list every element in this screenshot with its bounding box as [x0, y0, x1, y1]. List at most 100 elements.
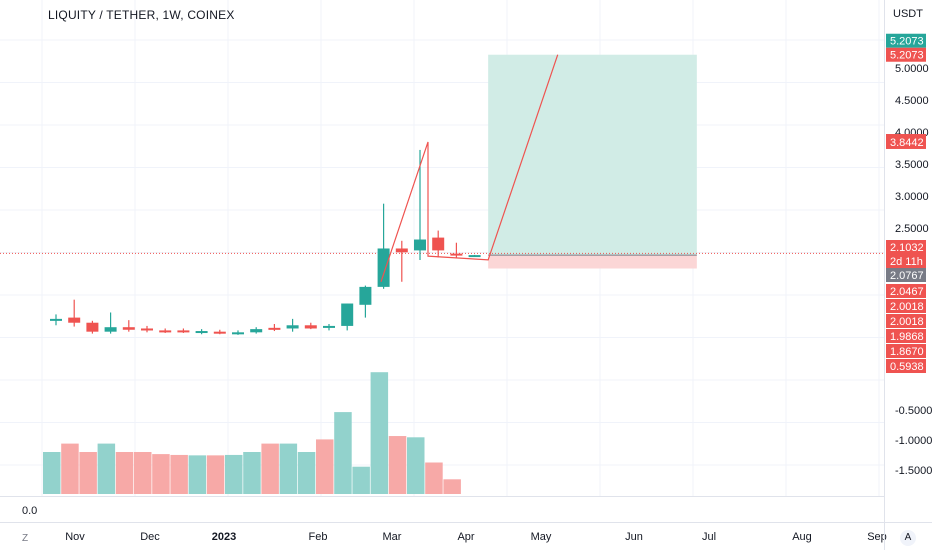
price-tick-label: -1.0000 — [895, 435, 932, 447]
volume-bar — [206, 455, 225, 494]
volume-bar — [425, 462, 443, 494]
volume-bar — [297, 452, 316, 494]
price-tag — [886, 299, 926, 313]
time-tick-label: Aug — [792, 531, 812, 543]
price-tag-label: 0.5938 — [890, 361, 924, 373]
time-tick-label: Dec — [140, 531, 160, 543]
time-tick-label: Feb — [309, 531, 328, 543]
candle-body — [159, 330, 172, 333]
stop-zone — [488, 255, 697, 269]
candle-body — [286, 325, 299, 329]
long-position-tool[interactable] — [0, 54, 884, 269]
volume-bar — [188, 455, 207, 494]
price-tag — [886, 254, 926, 268]
auto-scale-icon[interactable]: A — [900, 530, 916, 546]
volume-bar — [388, 436, 407, 494]
volume-bar — [61, 443, 79, 494]
price-tag — [886, 284, 926, 298]
candle-body — [86, 322, 99, 332]
volume-bar — [134, 452, 152, 494]
time-axis-divider — [0, 522, 932, 523]
candle-body — [414, 239, 426, 251]
price-tag — [886, 359, 926, 373]
candle-body — [250, 329, 263, 333]
candle-body — [232, 332, 244, 335]
candle-body — [432, 237, 445, 251]
candle-body — [104, 327, 117, 332]
pattern-drawing[interactable] — [380, 54, 559, 282]
volume-bars — [43, 372, 461, 494]
time-tick-label: Jun — [625, 531, 643, 543]
volume-bar — [370, 372, 389, 494]
price-tag-label: 5.2073 — [890, 50, 924, 62]
price-tag-label: 1.9868 — [890, 331, 924, 343]
time-tick-label: Nov — [65, 531, 85, 543]
pattern-polyline — [380, 54, 559, 282]
candle-body — [50, 318, 62, 321]
price-tag — [886, 268, 926, 282]
price-tick-label: 2.5000 — [895, 223, 929, 235]
candle-body — [450, 253, 463, 256]
candle-body — [195, 331, 208, 334]
price-tag-label: 2.1032 — [890, 242, 924, 254]
volume-bar — [316, 439, 334, 494]
time-tick-label: Jul — [702, 531, 716, 543]
price-tick-label: -1.5000 — [895, 465, 932, 477]
volume-bar — [170, 454, 188, 494]
price-tag-label: 2.0467 — [890, 286, 924, 298]
candle-body — [468, 255, 481, 258]
volume-bar — [261, 443, 279, 494]
price-tick-label: 3.0000 — [895, 191, 929, 203]
candle-body — [323, 325, 335, 328]
price-tag — [886, 134, 926, 149]
volume-pane-divider — [0, 496, 884, 497]
price-tag — [886, 47, 926, 62]
price-tick-label: 4.5000 — [895, 95, 929, 107]
price-tag-label: 2d 11h — [890, 256, 923, 268]
time-tick-label: Mar — [383, 531, 402, 543]
candle-body — [268, 327, 281, 330]
price-tag-label: 2.0018 — [890, 301, 924, 313]
price-tag-label: 3.8442 — [890, 137, 924, 149]
volume-bar — [97, 443, 116, 494]
volume-bar — [152, 454, 170, 494]
candle-body — [395, 248, 408, 253]
price-tag — [886, 344, 926, 358]
price-axis[interactable]: 5.00004.50004.00003.50003.00002.5000-0.5… — [895, 63, 932, 477]
price-tick-label: 3.5000 — [895, 159, 929, 171]
volume-bar — [115, 452, 134, 494]
candle-body — [304, 325, 317, 329]
time-tick-label: Sep — [867, 531, 887, 543]
volume-bar — [443, 479, 461, 494]
time-tick-label: 2023 — [212, 531, 236, 543]
volume-bar — [279, 443, 298, 494]
candle-body — [68, 317, 81, 323]
volume-bar — [243, 452, 261, 494]
price-tick-label: 5.0000 — [895, 63, 929, 75]
candlesticks — [50, 149, 481, 335]
pane-zero-label: 0.0 — [22, 505, 38, 517]
time-axis[interactable]: Nov Dec 2023 Feb Mar Apr May Jun Jul Aug Sep — [65, 531, 887, 543]
candle-body — [141, 328, 153, 331]
price-tag-label: 1.8670 — [890, 346, 924, 358]
price-tag — [886, 329, 926, 343]
volume-bar — [43, 452, 61, 494]
time-tick-label: May — [531, 531, 552, 543]
volume-bar — [79, 452, 97, 494]
candle-body — [177, 330, 190, 333]
currency-label: USDT — [893, 8, 923, 20]
volume-bar — [334, 412, 352, 494]
symbol-title[interactable]: LIQUITY / TETHER, 1W, COINEX — [48, 8, 235, 22]
volume-bar — [225, 454, 243, 494]
price-tag — [886, 240, 926, 254]
timezone-icon[interactable]: Z — [21, 533, 29, 544]
price-tag-label: 2.0767 — [890, 270, 924, 282]
price-axis-divider — [884, 0, 885, 550]
candle-body — [213, 331, 226, 334]
volume-bar — [352, 466, 370, 494]
target-zone — [488, 54, 697, 256]
candle-body — [359, 286, 372, 305]
price-tag — [886, 314, 926, 328]
